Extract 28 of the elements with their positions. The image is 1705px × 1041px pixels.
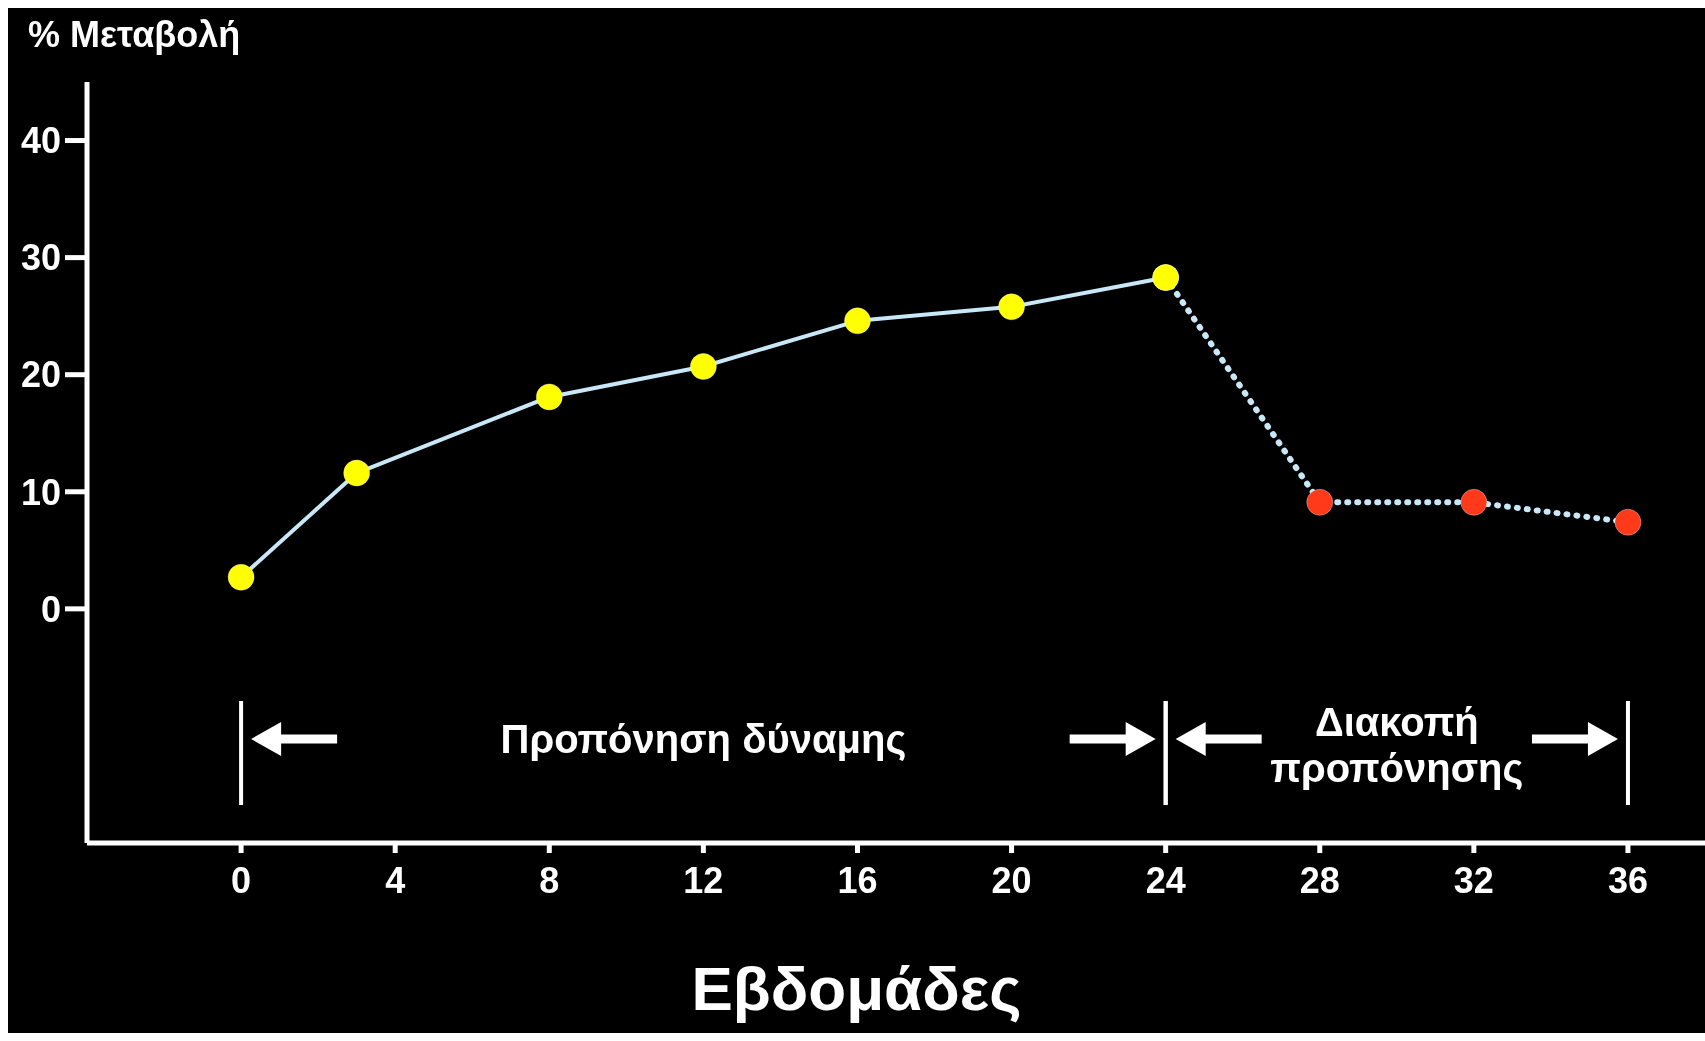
point [1460, 488, 1488, 516]
x-tick-label: 24 [1145, 859, 1186, 901]
annotation: Προπόνηση δύναμης [500, 717, 907, 762]
y-tick-label: 20 [20, 354, 61, 396]
point [689, 353, 717, 380]
point [998, 293, 1026, 321]
x-tick-label: 32 [1453, 859, 1494, 901]
x-tick-label: 20 [991, 859, 1032, 901]
x-tick-label: 4 [385, 859, 406, 901]
y-axis-title: % Μεταβολή [28, 14, 241, 56]
x-tick-label: 8 [539, 859, 560, 901]
point [535, 383, 563, 411]
x-tick-label: 12 [683, 859, 724, 901]
y-tick-label: 40 [20, 120, 61, 162]
x-tick-label: 0 [231, 859, 252, 901]
point [343, 459, 371, 487]
x-axis-title: Εβδομάδες [690, 953, 1023, 1024]
point [1306, 488, 1334, 516]
point [843, 307, 871, 335]
x-tick-label: 36 [1607, 859, 1648, 901]
y-tick-label: 10 [20, 471, 61, 513]
point [227, 563, 255, 591]
annotation: Διακοπή προπόνησης [1270, 700, 1524, 791]
point [1614, 508, 1642, 536]
y-tick-label: 0 [40, 588, 61, 630]
x-tick-label: 28 [1299, 859, 1340, 901]
y-tick-label: 30 [20, 237, 61, 279]
x-tick-label: 16 [837, 859, 878, 901]
